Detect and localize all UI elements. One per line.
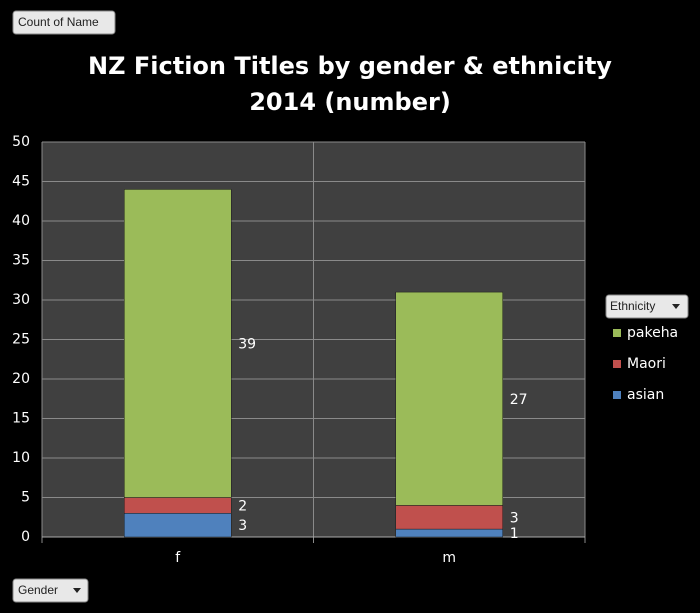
data-label: 3 — [510, 510, 519, 526]
data-label: 2 — [238, 498, 247, 514]
x-field-button[interactable]: Gender — [12, 578, 89, 603]
legend-swatch — [613, 391, 621, 399]
bar-segment — [124, 513, 232, 538]
legend-swatch — [613, 360, 621, 368]
button-box — [12, 578, 89, 603]
bar-segment — [124, 189, 232, 498]
dropdown-arrow — [672, 304, 680, 309]
legend-label: asian — [627, 387, 664, 403]
button-box — [605, 294, 689, 319]
y-tick-label: 35 — [12, 253, 30, 269]
data-label: 3 — [238, 518, 247, 534]
y-tick-label: 0 — [21, 529, 30, 545]
y-tick-label: 45 — [12, 174, 30, 190]
y-tick-label: 20 — [12, 371, 30, 387]
x-tick-label: f — [175, 550, 181, 566]
legend-label: pakeha — [627, 325, 678, 341]
y-tick-label: 15 — [12, 411, 30, 427]
y-tick-label: 10 — [12, 450, 30, 466]
data-label: 27 — [510, 392, 528, 408]
button-label: Gender — [18, 583, 58, 597]
data-label: 39 — [238, 336, 256, 352]
y-tick-label: 5 — [21, 490, 30, 506]
y-tick-label: 25 — [12, 332, 30, 348]
bar-segment — [395, 291, 503, 506]
button-box — [12, 10, 116, 35]
y-tick-label: 40 — [12, 213, 30, 229]
legend-field-button[interactable]: Ethnicity — [605, 294, 689, 319]
y-tick-label: 50 — [12, 134, 30, 150]
bar-segment — [124, 497, 232, 514]
dropdown-arrow — [73, 588, 81, 593]
legend-label: Maori — [627, 356, 666, 372]
value-field-button[interactable]: Count of Name — [12, 10, 116, 35]
x-tick-label: m — [442, 550, 456, 566]
legend-swatch — [613, 329, 621, 337]
data-label: 1 — [510, 526, 519, 542]
chart-title: 2014 (number) — [249, 88, 451, 116]
bar-segment — [395, 528, 503, 538]
bar-segment — [395, 505, 503, 530]
button-label: Count of Name — [18, 15, 99, 29]
button-label: Ethnicity — [610, 299, 655, 313]
chart-title: NZ Fiction Titles by gender & ethnicity — [88, 52, 612, 80]
y-tick-label: 30 — [12, 292, 30, 308]
